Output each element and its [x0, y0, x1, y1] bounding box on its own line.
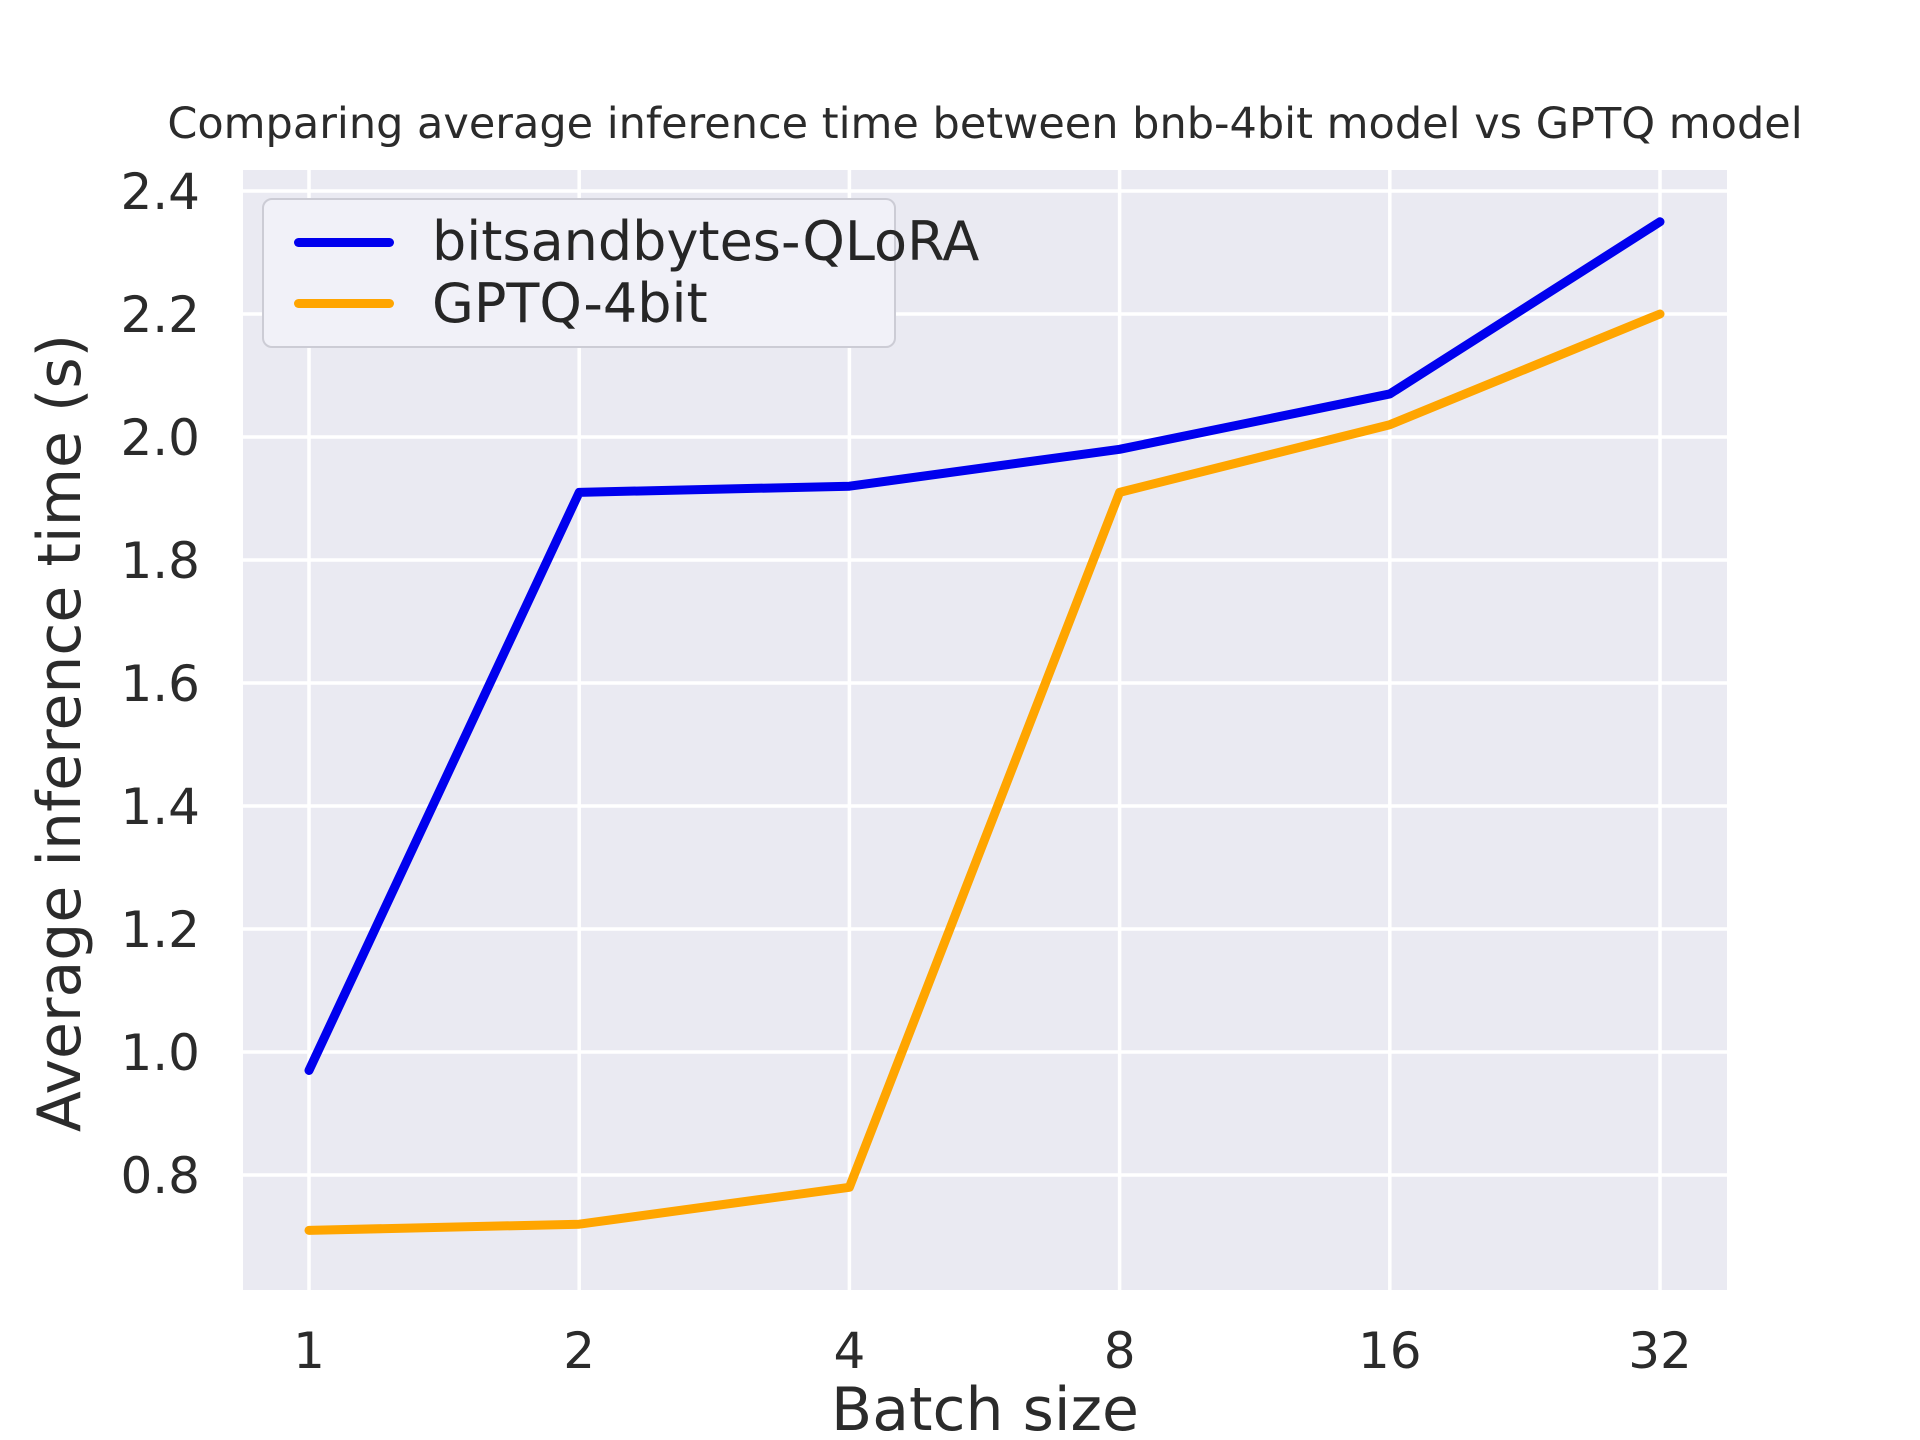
- y-tick-label: 2.4: [120, 163, 200, 221]
- y-tick-label: 1.8: [120, 532, 200, 590]
- legend-label: GPTQ-4bit: [432, 271, 708, 335]
- y-tick-label: 1.2: [120, 901, 200, 959]
- y-tick-label: 2.0: [120, 409, 200, 467]
- legend-item-gptq: GPTQ-4bit: [294, 271, 864, 335]
- plot-area: [243, 170, 1727, 1290]
- legend-line-sample-orange: [294, 299, 394, 309]
- y-tick-label: 1.4: [120, 778, 200, 836]
- x-tick-label: 1: [293, 1322, 325, 1380]
- y-tick-label: 1.6: [120, 655, 200, 713]
- x-tick-label: 2: [563, 1322, 595, 1380]
- x-tick-label: 16: [1358, 1322, 1422, 1380]
- x-tick-label: 4: [833, 1322, 865, 1380]
- legend-label: bitsandbytes-QLoRA: [432, 210, 980, 274]
- data-series: [304, 217, 1665, 1235]
- y-axis-label: Average inference time (s): [25, 334, 95, 1132]
- chart-title: Comparing average inference time between…: [167, 99, 1802, 149]
- y-tick-label: 2.2: [120, 286, 200, 344]
- y-tick-labels: 0.8 1.0 1.2 1.4 1.6 1.8 2.0 2.2 2.4: [120, 163, 200, 1205]
- legend: bitsandbytes-QLoRA GPTQ-4bit: [262, 198, 979, 348]
- x-tick-labels: 1 2 4 8 16 32: [293, 1322, 1692, 1380]
- y-tick-label: 0.8: [120, 1147, 200, 1205]
- y-tick-label: 1.0: [120, 1024, 200, 1082]
- x-tick-label: 32: [1628, 1322, 1692, 1380]
- x-axis-label: Batch size: [831, 1375, 1139, 1440]
- series-line-GPTQ-4bit: [304, 309, 1665, 1235]
- legend-item-bitsandbytes: bitsandbytes-QLoRA: [294, 215, 979, 269]
- x-tick-label: 8: [1104, 1322, 1136, 1380]
- legend-line-sample-blue: [294, 237, 394, 247]
- series-line-bitsandbytes-QLoRA: [304, 217, 1665, 1075]
